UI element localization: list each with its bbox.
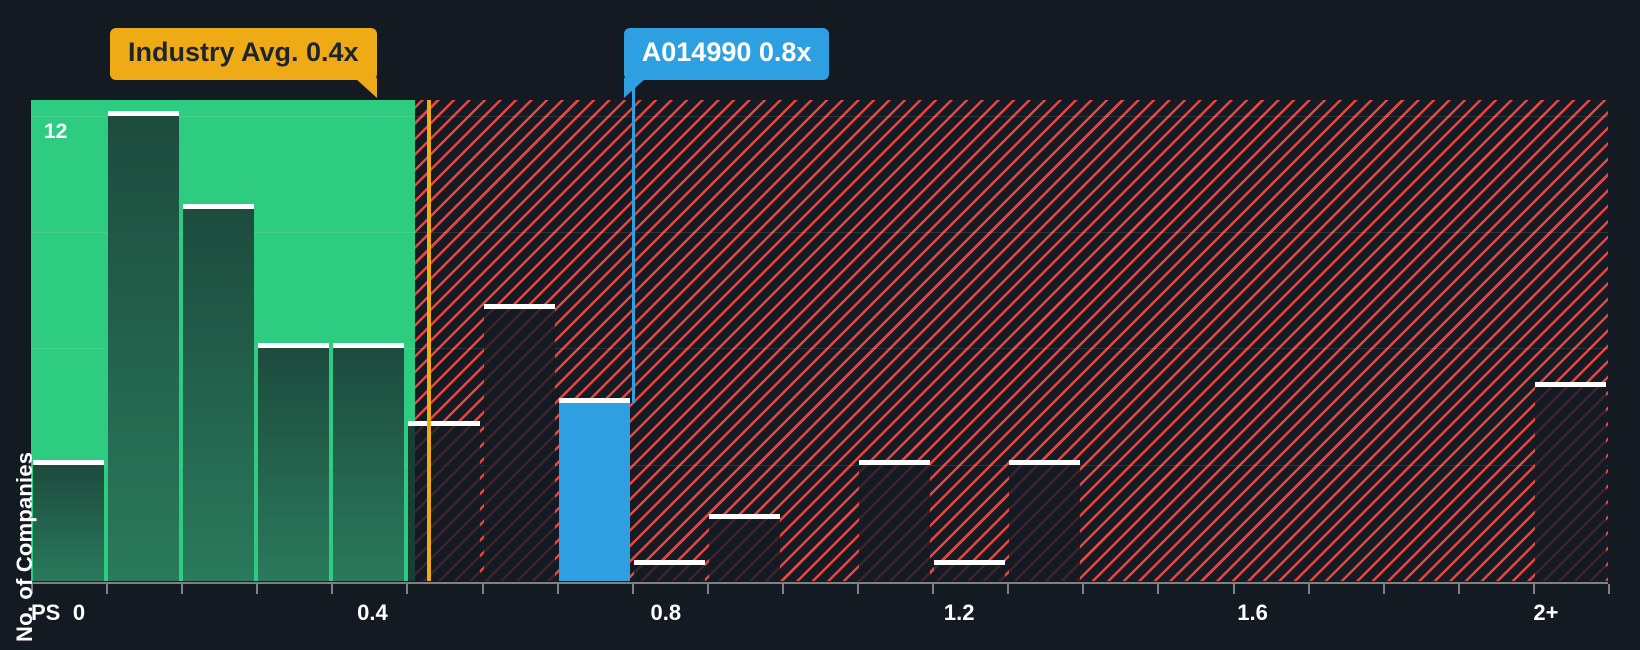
x-axis-prefix-label: PS	[31, 600, 61, 625]
x-axis-tick	[31, 584, 33, 594]
x-axis-tick	[932, 584, 935, 594]
gridline	[31, 115, 1608, 117]
x-axis-tick-label: 2+	[1533, 600, 1559, 625]
x-axis-tick	[556, 584, 559, 594]
x-axis-line	[31, 582, 1608, 584]
x-axis-tick-label: 0.8	[650, 600, 682, 625]
x-axis-tick-label: 1.2	[943, 600, 975, 625]
x-axis-tick	[1232, 584, 1235, 594]
x-axis-tick	[1307, 584, 1310, 594]
x-axis-tick	[1082, 584, 1085, 594]
x-axis-tick	[481, 584, 484, 594]
industry-average-marker-line	[426, 100, 431, 581]
x-axis-tick	[1157, 584, 1160, 594]
bar[interactable]	[934, 560, 1006, 581]
x-axis-tick	[1007, 584, 1010, 594]
callout-tail	[623, 77, 646, 98]
bar[interactable]	[483, 304, 555, 581]
bar[interactable]	[258, 343, 330, 581]
bar-cap	[1534, 382, 1606, 388]
x-axis-tick	[256, 584, 259, 594]
x-axis-tick	[1382, 584, 1385, 594]
x-axis-tick	[1608, 584, 1610, 594]
x-axis-tick	[106, 584, 109, 594]
bar-cap	[483, 304, 555, 310]
bar-cap	[633, 560, 705, 566]
bar[interactable]	[108, 110, 180, 581]
bar-cap	[408, 420, 480, 426]
x-axis-tick	[706, 584, 709, 594]
bar-cap	[33, 459, 105, 465]
bar-cap	[859, 459, 931, 465]
industry-average-callout-label: Industry Avg. 0.4x	[128, 37, 359, 67]
industry-average-callout[interactable]: Industry Avg. 0.4x	[110, 28, 377, 98]
bar-cap	[708, 513, 780, 519]
company-callout[interactable]: A014990 0.8x	[623, 28, 830, 98]
y-axis-max-label: 12	[44, 120, 68, 143]
bar-cap	[333, 343, 405, 349]
plot-area	[31, 100, 1608, 581]
bar[interactable]	[1009, 459, 1081, 581]
x-axis-tick	[631, 584, 634, 594]
bar[interactable]	[708, 513, 780, 581]
x-axis-tick	[406, 584, 409, 594]
bar-cap	[183, 203, 255, 209]
bar-cap	[108, 110, 180, 116]
gridline	[31, 231, 1608, 233]
bar-cap	[1009, 459, 1081, 465]
bar[interactable]	[859, 459, 931, 581]
bar-cap	[558, 397, 630, 403]
bar-cap	[258, 343, 330, 349]
gridline	[31, 348, 1608, 350]
x-axis-tick	[1532, 584, 1535, 594]
bar[interactable]	[558, 397, 630, 581]
bar[interactable]	[408, 420, 480, 581]
bar[interactable]	[633, 560, 705, 581]
bar[interactable]	[33, 459, 105, 581]
x-axis-tick-label: 1.6	[1237, 600, 1268, 625]
gridline	[31, 464, 1608, 466]
x-axis-tick	[857, 584, 860, 594]
company-marker-line	[631, 62, 635, 403]
bar[interactable]	[1534, 382, 1606, 581]
x-axis-tick	[781, 584, 784, 594]
x-axis-tick-label: 0.4	[357, 600, 388, 625]
x-axis-tick	[331, 584, 334, 594]
company-callout-label: A014990 0.8x	[641, 37, 812, 67]
bar[interactable]	[333, 343, 405, 581]
bar-cap	[934, 560, 1006, 566]
x-axis-tick	[1457, 584, 1460, 594]
callout-tail	[354, 77, 377, 98]
x-axis-tick	[181, 584, 184, 594]
bar[interactable]	[183, 203, 255, 581]
x-axis-tick-label: 0	[72, 600, 86, 625]
